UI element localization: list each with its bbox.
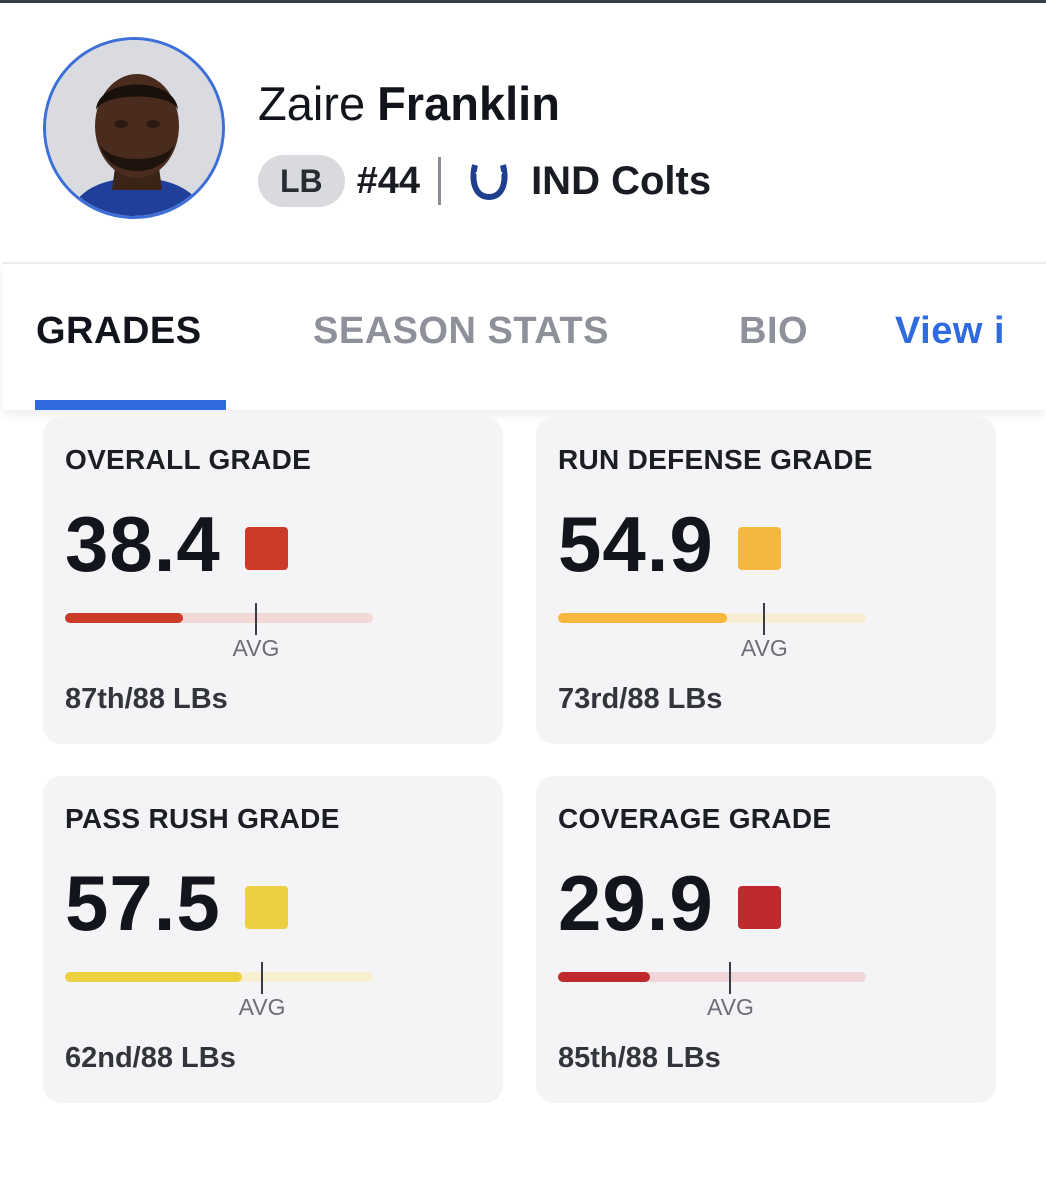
player-avatar bbox=[43, 37, 225, 219]
grade-bar-fill bbox=[558, 613, 728, 623]
grade-title: OVERALL GRADE bbox=[65, 444, 312, 475]
grade-rank: 73rd/88 LBs bbox=[558, 683, 723, 715]
grade-value: 29.9 bbox=[558, 859, 714, 947]
grade-card-run-defense[interactable]: RUN DEFENSE GRADE 54.9 AVG 73rd/88 LBs bbox=[536, 417, 996, 744]
grade-card-overall[interactable]: OVERALL GRADE 38.4 AVG 87th/88 LBs bbox=[43, 417, 503, 744]
grade-value: 38.4 bbox=[65, 500, 221, 588]
tab-view-more[interactable]: View i bbox=[895, 310, 1006, 352]
tab-bio[interactable]: BIO bbox=[739, 310, 809, 352]
tab-grades[interactable]: GRADES bbox=[36, 310, 202, 352]
grade-title: PASS RUSH GRADE bbox=[65, 803, 340, 834]
top-border bbox=[0, 0, 1046, 3]
grade-card-pass-rush[interactable]: PASS RUSH GRADE 57.5 AVG 62nd/88 LBs bbox=[43, 776, 503, 1103]
grade-bar-fill bbox=[558, 972, 651, 982]
grade-bar-fill bbox=[65, 972, 243, 982]
tab-bar: GRADES SEASON STATS BIO View i bbox=[3, 262, 1046, 410]
horseshoe-icon bbox=[470, 164, 508, 201]
grade-title: RUN DEFENSE GRADE bbox=[558, 444, 873, 475]
jersey-number: #44 bbox=[356, 159, 421, 202]
grade-bar bbox=[558, 972, 866, 982]
avg-marker bbox=[729, 962, 732, 994]
player-first-name: Zaire bbox=[258, 77, 366, 130]
grade-value: 54.9 bbox=[558, 500, 714, 588]
player-headshot-icon bbox=[46, 40, 222, 216]
player-meta: LB #44 IND Colts bbox=[258, 155, 711, 207]
tab-season-stats[interactable]: SEASON STATS bbox=[313, 310, 609, 352]
avg-label: AVG bbox=[740, 635, 788, 661]
meta-divider bbox=[438, 157, 442, 205]
grade-color-indicator bbox=[244, 885, 288, 929]
grade-color-indicator bbox=[244, 526, 288, 570]
grade-bar-fill bbox=[65, 613, 184, 623]
grade-title: COVERAGE GRADE bbox=[558, 803, 832, 834]
grade-color-indicator bbox=[737, 885, 781, 929]
avg-label: AVG bbox=[232, 635, 280, 661]
grade-rank: 85th/88 LBs bbox=[558, 1042, 721, 1074]
grade-rank: 62nd/88 LBs bbox=[65, 1042, 236, 1074]
avg-marker bbox=[261, 962, 264, 994]
team-name[interactable]: IND Colts bbox=[531, 158, 712, 203]
grade-bar bbox=[558, 613, 866, 623]
grade-rank: 87th/88 LBs bbox=[65, 683, 228, 715]
position-badge: LB bbox=[258, 155, 345, 207]
avg-marker bbox=[254, 603, 257, 635]
player-last-name: Franklin bbox=[377, 77, 560, 130]
player-name: Zaire Franklin bbox=[258, 76, 560, 132]
grade-value: 57.5 bbox=[65, 859, 221, 947]
tabs-scroll-fade bbox=[1000, 264, 1046, 410]
grade-color-indicator bbox=[737, 526, 781, 570]
avg-label: AVG bbox=[707, 994, 754, 1020]
avg-marker bbox=[763, 603, 766, 635]
grade-bar bbox=[65, 972, 373, 982]
avg-label: AVG bbox=[238, 994, 286, 1020]
grade-card-coverage[interactable]: COVERAGE GRADE 29.9 AVG 85th/88 LBs bbox=[536, 776, 996, 1103]
grade-bar bbox=[65, 613, 373, 623]
active-tab-indicator bbox=[35, 400, 226, 410]
